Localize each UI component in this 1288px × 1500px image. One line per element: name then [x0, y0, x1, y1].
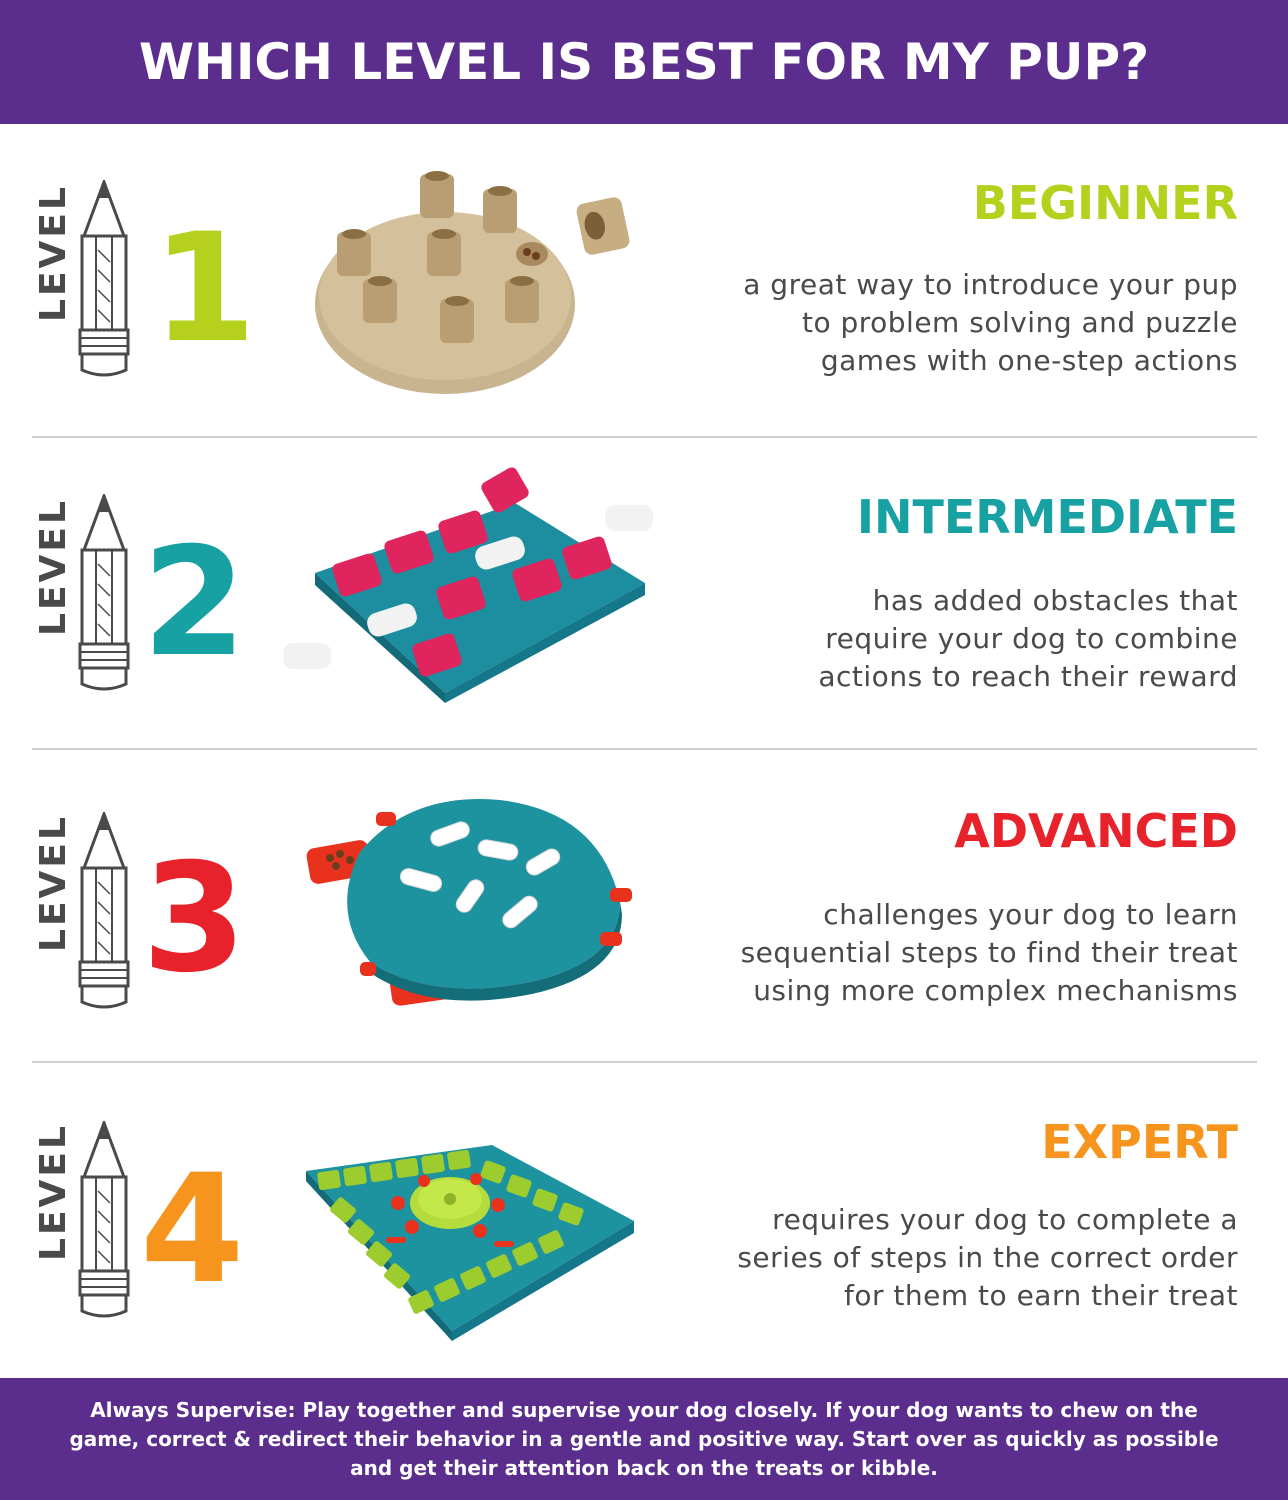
row-divider	[32, 1061, 1257, 1063]
level-number: 4	[140, 1143, 245, 1317]
level-title: ADVANCED	[954, 804, 1238, 858]
level-title: EXPERT	[1041, 1115, 1238, 1169]
level-label: LEVEL	[33, 184, 74, 322]
level-description: has added obstacles that require your do…	[818, 584, 1238, 693]
level-label: LEVEL	[33, 1123, 74, 1261]
level-row-3: LEVEL 3	[0, 750, 1288, 1062]
teal-bone-casino-puzzle-icon	[306, 799, 632, 1006]
teal-pink-brick-puzzle-icon	[283, 467, 653, 703]
level-label: LEVEL	[33, 814, 74, 952]
pencil-icon	[78, 812, 130, 1009]
level-description: a great way to introduce your pup to pro…	[743, 268, 1238, 377]
header-banner: WHICH LEVEL IS BEST FOR MY PUP?	[0, 0, 1288, 124]
row-divider	[32, 436, 1257, 438]
level-row-1: LEVEL 1	[0, 124, 1288, 438]
level-row-4: LEVEL 4	[0, 1063, 1288, 1377]
teal-green-multipuzzle-icon	[306, 1145, 634, 1341]
pencil-icon	[78, 494, 130, 691]
page-title: WHICH LEVEL IS BEST FOR MY PUP?	[138, 33, 1150, 91]
round-beige-puzzle-icon	[315, 171, 630, 394]
level-label: LEVEL	[33, 498, 74, 636]
level-number: 1	[152, 202, 257, 376]
pencil-icon	[78, 1121, 130, 1318]
level-description: challenges your dog to learn sequential …	[740, 898, 1238, 1007]
level-title: INTERMEDIATE	[856, 490, 1238, 544]
supervise-note: Always Supervise: Play together and supe…	[69, 1397, 1219, 1480]
level-title: BEGINNER	[972, 176, 1238, 230]
level-description: requires your dog to complete a series o…	[737, 1203, 1238, 1312]
level-number: 3	[142, 832, 247, 1006]
supervise-footer: Always Supervise: Play together and supe…	[0, 1378, 1288, 1500]
pencil-icon	[78, 180, 130, 377]
row-divider	[32, 748, 1257, 750]
level-row-2: LEVEL 2	[0, 438, 1288, 750]
level-number: 2	[142, 516, 247, 690]
